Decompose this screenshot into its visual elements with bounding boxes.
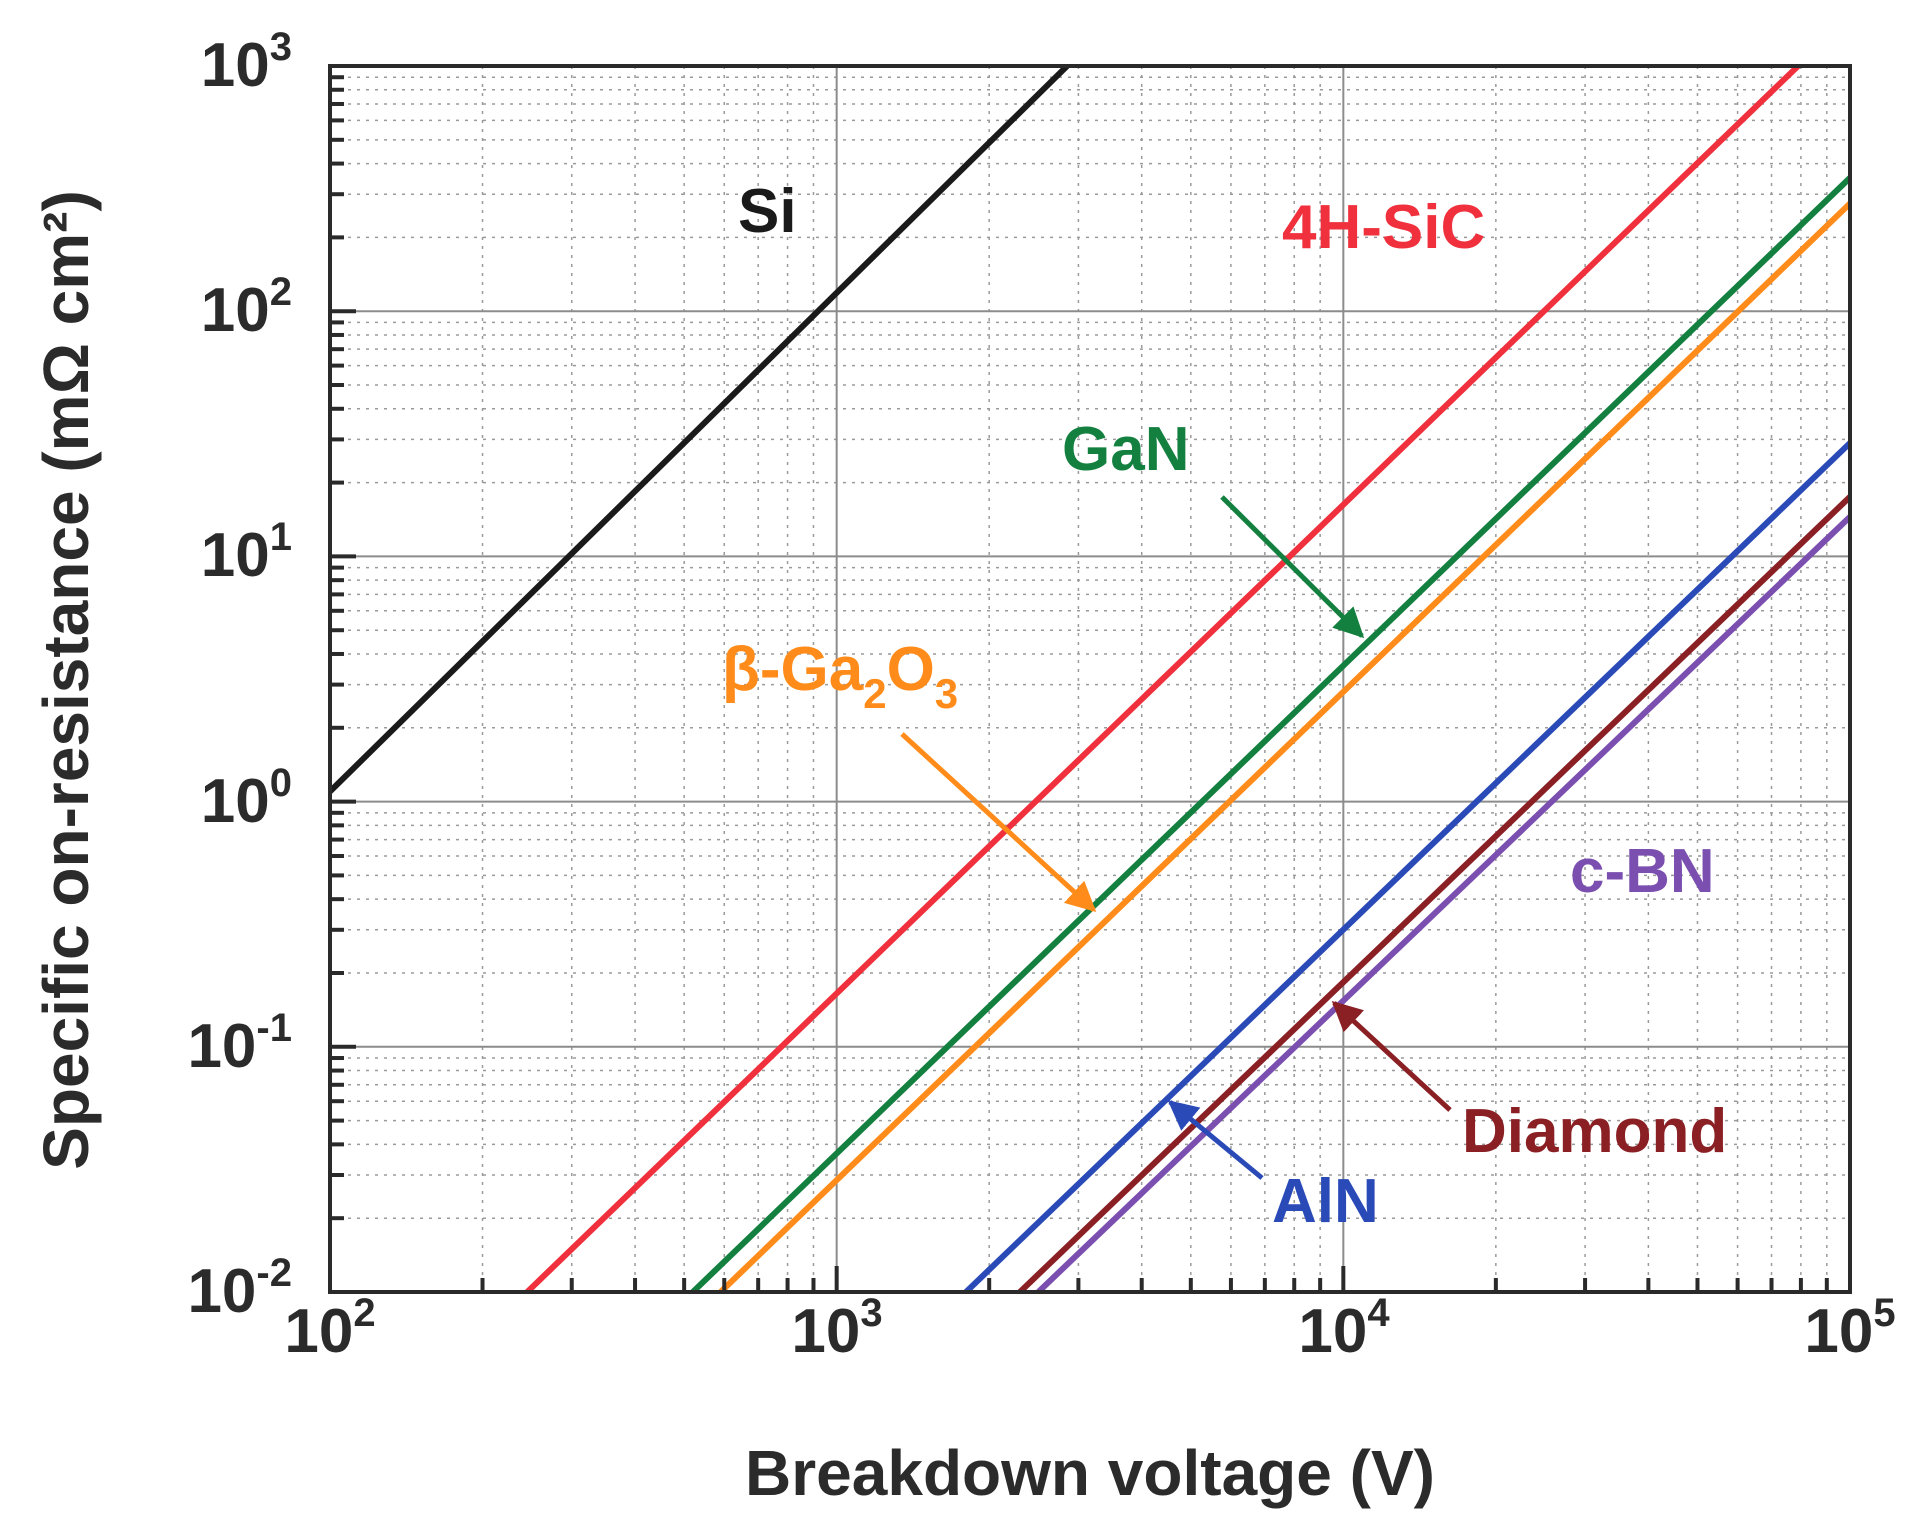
x-tick-label: 102 [284,1291,375,1366]
series-line-ga2o3 [718,201,1850,1292]
c-bn-label: c-BN [1570,837,1715,906]
aln-arrow [1167,1100,1264,1180]
si-label: Si [738,177,797,246]
series-line-c-bn [1036,514,1850,1292]
y-tick-label: 100 [201,761,292,836]
y-tick-label: 101 [201,515,292,590]
series-line-aln [963,440,1850,1292]
y-tick-label: 102 [201,270,292,345]
series-line-si [330,66,1070,794]
diamond-arrow [1331,1000,1452,1112]
x-tick-label: 105 [1804,1291,1895,1366]
minor-gridlines [330,66,1850,1292]
ga2o3-arrow [900,732,1097,913]
y-tick-labels: 10-2 10-1 100 101 102 103 [187,25,292,1326]
diamond-label: Diamond [1462,1097,1727,1166]
series-line-diamond [1017,494,1850,1292]
y-tick-label: 103 [201,25,292,100]
plot-frame [328,64,1852,1294]
x-tick-label: 104 [1298,1291,1390,1366]
major-gridlines [330,66,1850,1292]
gan-arrow [1220,495,1365,639]
axis-ticks [328,64,1852,1294]
ga2o3-label: β-Ga2O3 [722,635,958,717]
y-tick-label: 10-1 [187,1006,292,1081]
y-tick-label: 10-2 [187,1251,292,1326]
data-series [330,66,1850,1292]
x-axis-label: Breakdown voltage (V) [745,1437,1435,1509]
gan-label: GaN [1062,415,1189,484]
x-tick-labels: 102 103 104 105 [284,1291,1895,1366]
series-line-4h-sic [525,66,1801,1292]
4h-sic-label: 4H-SiC [1282,193,1485,262]
x-tick-label: 103 [791,1291,882,1366]
aln-label: AlN [1272,1167,1379,1236]
series-line-gan [690,175,1850,1292]
y-axis-label: Specific on-resistance (mΩ cm²) [30,190,102,1170]
